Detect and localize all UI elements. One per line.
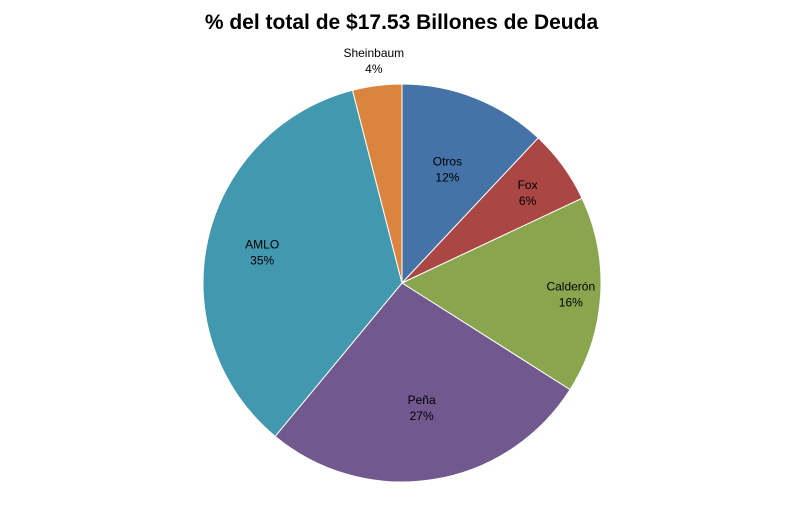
slice-name-label: Fox bbox=[518, 178, 538, 192]
pie-slice-otros bbox=[401, 83, 539, 285]
slice-name-label: Peña bbox=[408, 393, 436, 407]
slice-percent-label: 16% bbox=[559, 296, 583, 310]
pie-slice-calderón bbox=[400, 197, 602, 391]
slice-percent-label: 27% bbox=[410, 409, 434, 423]
pie-slice-amlo bbox=[202, 89, 403, 438]
slice-name-label: Calderón bbox=[546, 280, 595, 294]
slice-percent-label: 6% bbox=[519, 194, 537, 208]
slice-name-label: Sheinbaum bbox=[343, 46, 404, 60]
slice-name-label: AMLO bbox=[245, 238, 279, 252]
pie-slice-peña bbox=[274, 282, 571, 483]
pie-slice-sheinbaum bbox=[351, 83, 403, 284]
slice-name-label: Otros bbox=[433, 154, 462, 168]
slice-percent-label: 35% bbox=[250, 254, 274, 268]
chart-title: % del total de $17.53 Billones de Deuda bbox=[204, 11, 599, 34]
slice-percent-label: 12% bbox=[435, 170, 459, 184]
slice-percent-label: 4% bbox=[365, 62, 383, 76]
